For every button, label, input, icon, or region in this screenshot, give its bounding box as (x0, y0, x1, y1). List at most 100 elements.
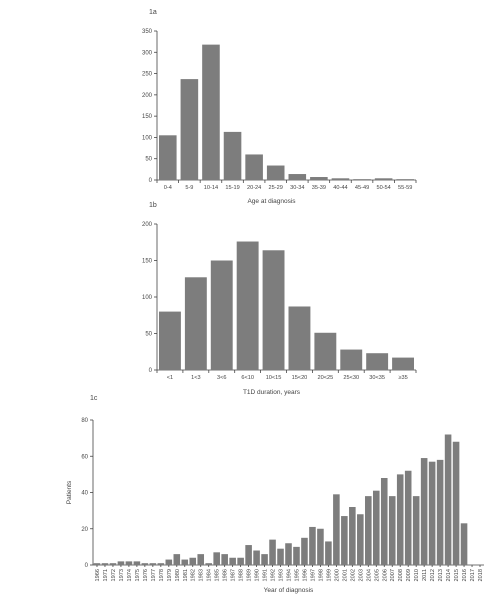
x-tick-label: 1996 (302, 569, 308, 581)
x-tick-label: 1973 (119, 569, 125, 581)
y-tick-label: 20 (81, 527, 88, 533)
bar (341, 516, 348, 565)
x-tick-label: 1985 (215, 569, 221, 581)
bar (266, 165, 285, 180)
bar (365, 496, 372, 565)
y-tick-label: 50 (145, 332, 152, 338)
x-tick-label: 1992 (271, 569, 277, 581)
bar (357, 514, 364, 565)
x-tick-label: 2018 (478, 569, 484, 581)
x-tick-label: 15<20 (292, 375, 308, 381)
x-tick-label: 1975 (135, 569, 141, 581)
bar (420, 458, 428, 565)
bar (181, 559, 189, 565)
x-tick-label: 45-49 (355, 185, 369, 191)
bar (412, 496, 420, 565)
y-tick-label: 0 (85, 563, 89, 569)
bar (460, 523, 468, 565)
x-tick-label: 1978 (159, 569, 165, 581)
y-tick-label: 200 (142, 93, 153, 99)
bar (288, 306, 311, 370)
bar (396, 474, 404, 565)
bar (310, 177, 328, 180)
bar (349, 507, 356, 565)
x-tick-label: 1974 (127, 569, 133, 581)
y-tick-label: 40 (81, 491, 88, 497)
bar (173, 554, 181, 565)
bar (404, 470, 412, 565)
bar (197, 554, 205, 565)
x-tick-label: 1980 (175, 569, 181, 581)
bar (353, 179, 371, 180)
x-tick-label: 1998 (318, 569, 324, 581)
bar (436, 459, 444, 565)
bar (125, 561, 133, 565)
x-tick-label: 2000 (334, 569, 340, 581)
bar (366, 353, 389, 370)
bar (157, 563, 165, 565)
y-tick-label: 350 (142, 29, 153, 35)
x-axis-title: Year of diagnosis (264, 587, 314, 594)
bar (202, 44, 220, 180)
x-tick-label: 55-59 (398, 185, 412, 191)
bar (340, 349, 363, 370)
bar (180, 79, 199, 180)
bar (213, 552, 220, 565)
bar (159, 135, 177, 180)
bar (317, 528, 324, 565)
bar (236, 241, 259, 370)
y-axis-title: Patients (66, 480, 73, 504)
y-tick-label: 100 (142, 295, 153, 301)
x-tick-label: 15-19 (225, 185, 239, 191)
bar (159, 311, 181, 370)
x-tick-label: 6<10 (241, 375, 254, 381)
bar (253, 550, 260, 565)
x-tick-label: 20-24 (247, 185, 261, 191)
x-tick-label: 1988 (239, 569, 245, 581)
x-tick-label: 2012 (430, 569, 436, 581)
y-tick-label: 100 (142, 135, 153, 141)
bar (331, 178, 350, 180)
x-tick-label: 2016 (462, 569, 468, 581)
x-tick-label: 2014 (446, 569, 452, 581)
bar (392, 357, 414, 370)
x-tick-label: 25-29 (269, 185, 283, 191)
bar (380, 478, 388, 565)
x-tick-label: 2003 (358, 569, 364, 581)
x-tick-label: 1993 (279, 569, 285, 581)
x-tick-label: 1991 (263, 569, 269, 581)
x-tick-label: 2010 (414, 569, 420, 581)
x-axis-title: Age at diagnosis (247, 198, 296, 205)
x-tick-label: 1972 (111, 569, 117, 581)
y-tick-label: 80 (81, 418, 88, 424)
bar (245, 545, 252, 565)
y-tick-label: 300 (142, 50, 153, 56)
x-tick-label: 1971 (103, 569, 109, 581)
chart-panel-1b: 1b 0 50 100 150 200 <1 1<3 3<6 6<10 10<15 15<20 20<2… (142, 202, 417, 396)
y-tick-label: 150 (142, 114, 153, 120)
x-tick-label: 2009 (406, 569, 412, 581)
x-tick-label: 30-34 (290, 185, 304, 191)
bar (428, 461, 436, 565)
bar (223, 131, 242, 180)
x-tick-label: 2011 (422, 569, 428, 581)
x-tick-label: 2004 (366, 569, 372, 581)
bar (141, 563, 149, 565)
x-tick-label: 1986 (223, 569, 229, 581)
panel-label: 1b (149, 202, 157, 209)
x-tick-label: 1995 (294, 569, 300, 581)
y-tick-label: 0 (149, 368, 153, 374)
x-tick-label: 1979 (167, 569, 173, 581)
x-tick-label: 1997 (310, 569, 316, 581)
bar (293, 546, 300, 565)
x-tick-label: 10-14 (204, 185, 218, 191)
x-tick-label: 2013 (438, 569, 444, 581)
x-tick-label: <1 (167, 375, 173, 381)
bar (109, 563, 117, 565)
y-tick-label: 60 (81, 454, 88, 460)
bar (101, 563, 109, 565)
x-tick-label: 1982 (191, 569, 197, 581)
bar (245, 154, 263, 180)
